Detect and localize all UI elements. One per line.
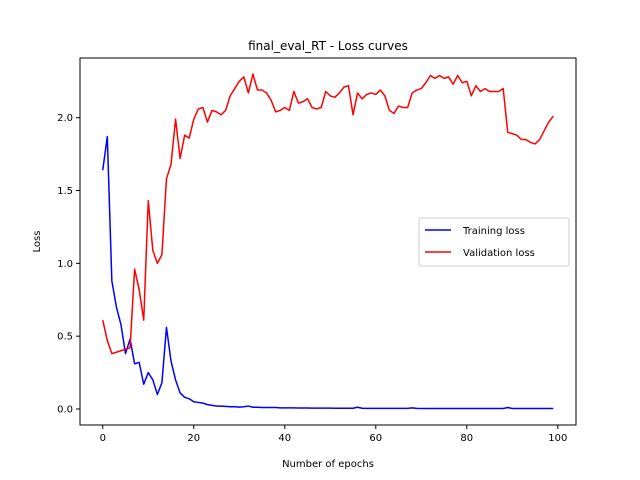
legend: Training loss Validation loss [418,217,570,267]
series-lines [102,73,554,410]
x-tick-label: 80 [460,433,473,444]
chart-title: final_eval_RT - Loss curves [248,39,408,53]
training-loss-line [102,135,554,410]
y-tick-label: 2.0 [57,113,73,124]
x-tick-label: 40 [278,433,291,444]
y-axis-label: Loss [32,231,43,253]
y-axis-ticks: 0.0 0.5 1.0 1.5 2.0 [57,113,80,415]
validation-loss-line [102,73,554,355]
y-tick-label: 1.5 [57,186,73,197]
y-tick-label: 1.0 [57,259,73,270]
plot-area-frame [79,57,577,426]
legend-label-training-loss: Training loss [462,226,525,237]
x-tick-label: 60 [369,433,382,444]
x-tick-label: 20 [187,433,200,444]
x-axis-ticks: 0 20 40 60 80 100 [100,425,567,444]
x-axis-label: Number of epochs [282,459,374,470]
x-tick-label: 0 [100,433,106,444]
legend-box [418,217,570,267]
y-tick-label: 0.0 [57,404,73,415]
legend-label-validation-loss: Validation loss [463,248,535,259]
x-tick-label: 100 [548,433,567,444]
y-tick-label: 0.5 [57,332,73,343]
